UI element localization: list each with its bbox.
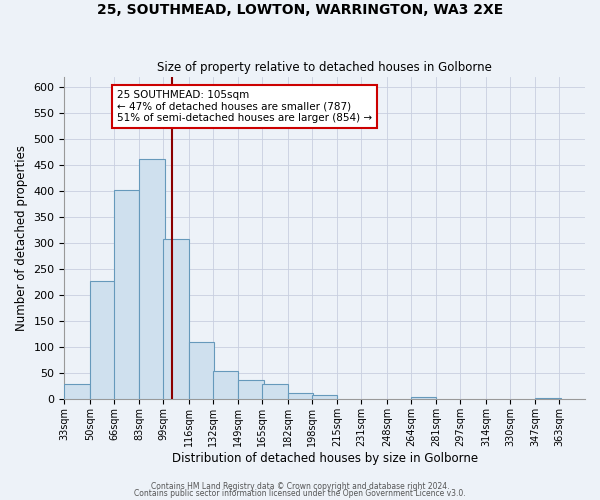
Bar: [163, 240, 189, 400]
Bar: [114, 190, 139, 400]
Bar: [213, 372, 238, 400]
Y-axis label: Number of detached properties: Number of detached properties: [15, 145, 28, 331]
Bar: [90, 281, 115, 400]
Bar: [411, 397, 436, 400]
Bar: [189, 342, 214, 400]
Bar: [535, 398, 561, 400]
Text: 25, SOUTHMEAD, LOWTON, WARRINGTON, WA3 2XE: 25, SOUTHMEAD, LOWTON, WARRINGTON, WA3 2…: [97, 2, 503, 16]
Title: Size of property relative to detached houses in Golborne: Size of property relative to detached ho…: [157, 62, 492, 74]
Bar: [262, 384, 288, 400]
Bar: [139, 159, 165, 400]
Bar: [312, 396, 337, 400]
Bar: [64, 384, 90, 400]
Text: Contains HM Land Registry data © Crown copyright and database right 2024.: Contains HM Land Registry data © Crown c…: [151, 482, 449, 491]
Text: Contains public sector information licensed under the Open Government Licence v3: Contains public sector information licen…: [134, 488, 466, 498]
Bar: [288, 392, 313, 400]
X-axis label: Distribution of detached houses by size in Golborne: Distribution of detached houses by size …: [172, 452, 478, 465]
Bar: [238, 380, 264, 400]
Text: 25 SOUTHMEAD: 105sqm
← 47% of detached houses are smaller (787)
51% of semi-deta: 25 SOUTHMEAD: 105sqm ← 47% of detached h…: [117, 90, 372, 124]
